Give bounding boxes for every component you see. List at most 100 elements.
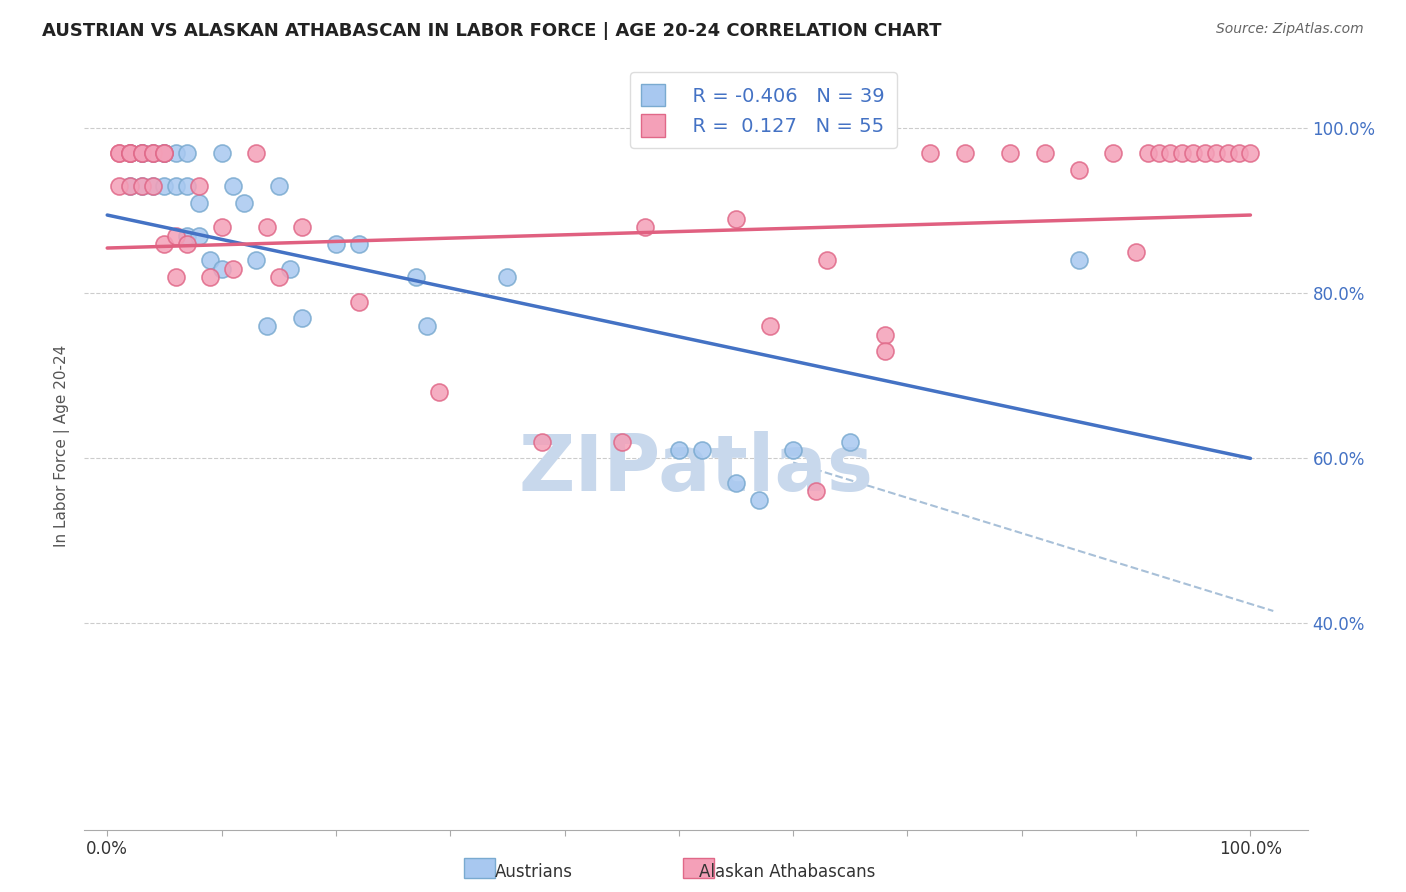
Point [176,179,198,194]
Point [211,261,233,276]
Point [142,146,165,161]
Point [176,146,198,161]
Point [325,236,347,251]
Point [176,228,198,243]
Point [610,434,633,449]
Point [107,179,129,194]
Point [1067,162,1090,177]
Point [759,319,782,334]
Text: Alaskan Athabascans: Alaskan Athabascans [699,863,876,881]
Point [153,146,176,161]
Text: ZIPatlas: ZIPatlas [519,431,873,507]
Point [633,220,655,235]
Point [278,261,301,276]
Point [690,443,713,458]
Point [222,261,245,276]
Point [1067,253,1090,268]
FancyBboxPatch shape [683,858,714,878]
Point [187,228,209,243]
Point [107,146,129,161]
Point [817,253,839,268]
Point [496,269,519,284]
Point [120,146,142,161]
Point [187,195,209,210]
Y-axis label: In Labor Force | Age 20-24: In Labor Force | Age 20-24 [55,345,70,547]
Point [530,434,553,449]
Point [120,179,142,194]
Point [142,146,165,161]
Point [920,146,942,161]
Point [290,220,312,235]
Point [1033,146,1056,161]
Point [165,146,187,161]
Point [256,220,278,235]
Point [198,253,221,268]
Point [165,179,187,194]
Legend:   R = -0.406   N = 39,   R =  0.127   N = 55: R = -0.406 N = 39, R = 0.127 N = 55 [630,72,897,148]
Point [416,319,439,334]
Point [131,146,153,161]
Text: Source: ZipAtlas.com: Source: ZipAtlas.com [1216,22,1364,37]
Point [165,269,187,284]
Point [1182,146,1205,161]
Point [1147,146,1170,161]
Point [1000,146,1022,161]
Point [873,344,896,359]
Point [233,195,256,210]
Point [142,179,165,194]
Point [873,327,896,342]
Point [176,236,198,251]
Point [1205,146,1227,161]
Point [153,179,176,194]
Point [1136,146,1159,161]
Point [211,146,233,161]
Point [131,146,153,161]
Point [1216,146,1239,161]
Point [839,434,862,449]
Point [1171,146,1194,161]
Point [153,146,176,161]
Point [347,294,370,309]
Point [131,179,153,194]
Point [724,212,747,227]
Text: AUSTRIAN VS ALASKAN ATHABASCAN IN LABOR FORCE | AGE 20-24 CORRELATION CHART: AUSTRIAN VS ALASKAN ATHABASCAN IN LABOR … [42,22,942,40]
Point [668,443,690,458]
Point [165,228,187,243]
Point [142,179,165,194]
Point [107,146,129,161]
Point [120,146,142,161]
Point [347,236,370,251]
Point [1102,146,1125,161]
Point [245,253,267,268]
Point [120,146,142,161]
Point [1159,146,1181,161]
Point [131,146,153,161]
Point [1227,146,1250,161]
Text: Austrians: Austrians [495,863,574,881]
Point [405,269,427,284]
Point [290,311,312,326]
Point [1239,146,1261,161]
Point [724,476,747,491]
Point [267,179,290,194]
Point [131,179,153,194]
Point [142,146,165,161]
Point [198,269,221,284]
Point [211,220,233,235]
Point [187,179,209,194]
Point [953,146,976,161]
Point [1125,245,1147,260]
Point [120,179,142,194]
Point [222,179,245,194]
Point [1194,146,1216,161]
Point [267,269,290,284]
Point [120,146,142,161]
FancyBboxPatch shape [464,858,495,878]
Point [256,319,278,334]
Point [748,492,770,507]
Point [782,443,804,458]
Point [153,236,176,251]
Point [245,146,267,161]
Point [153,146,176,161]
Point [153,146,176,161]
